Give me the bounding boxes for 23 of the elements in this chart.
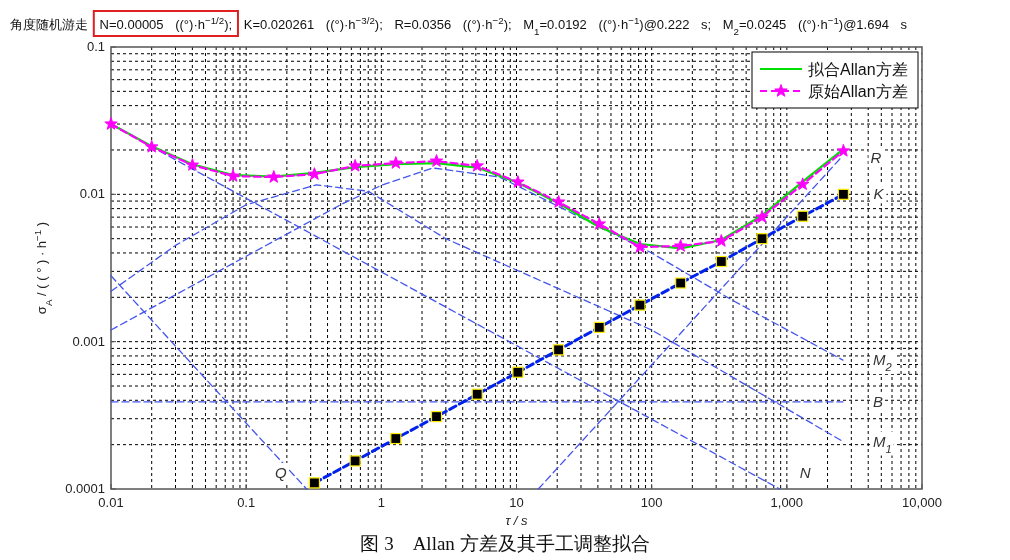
- x-tick-label: 1,000: [770, 495, 804, 510]
- x-tick-label: 10,000: [902, 495, 942, 510]
- y-tick-label: 0.01: [79, 186, 105, 202]
- annotation: M$_{2}$: [872, 351, 893, 374]
- text: 角度随机游走 N=0.00005 ((°)·h$^{−1/2}$); K=0.020261 ((°)·h$^{−3/2}$); R=0.0356 ((°)·h$^{−2}$); M$_{1}$=0.0192 ((°)·h$^{−1}$)@0.222 s; M$_{2}$=0.0245 ((°)·h$^{−1}$)@1.694 s: [10, 14, 907, 37]
- legend-label: 拟合Allan方差: [808, 61, 908, 78]
- annotation: M$_{1}$: [872, 432, 892, 455]
- annotation: N: [799, 464, 811, 481]
- y-tick-label: 0.0001: [65, 481, 105, 496]
- y-tick-label: 0.001: [72, 333, 105, 349]
- legend-label: 原始Allan方差: [808, 83, 908, 100]
- annotation: Q: [274, 464, 287, 481]
- x-tick-label: 1: [377, 495, 385, 510]
- x-tick-label: 10: [509, 495, 524, 510]
- annotation: R: [870, 149, 882, 167]
- x-axis-title: τ / s: [505, 513, 529, 528]
- annotation: B: [872, 392, 883, 410]
- text: 图 3 Allan 方差及其手工调整拟合: [360, 533, 650, 554]
- annotation: K: [873, 185, 885, 203]
- y-tick-label: 0.1: [86, 39, 105, 54]
- x-tick-label: 0.01: [98, 495, 124, 510]
- x-tick-label: 0.1: [237, 495, 256, 510]
- x-tick-label: 100: [640, 495, 663, 510]
